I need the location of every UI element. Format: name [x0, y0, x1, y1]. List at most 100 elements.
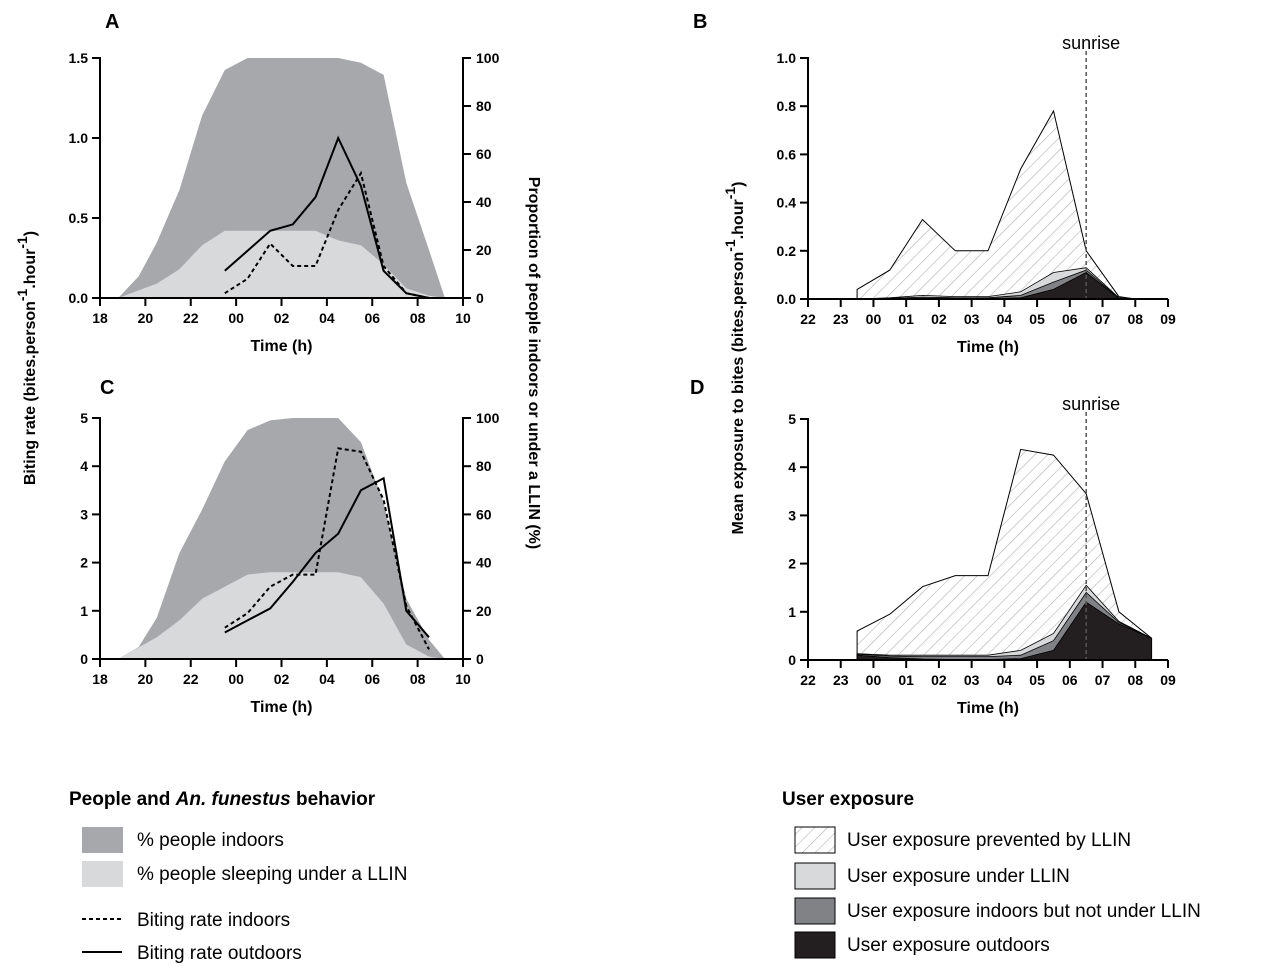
superscript: -1: [722, 187, 738, 200]
panel-label: A: [105, 11, 119, 33]
panel-c: 0 1 2 3 4 5 0 20 40 60 80 100 18 20 22 00 02 04 06 08 10 Time…: [80, 377, 499, 716]
title-part: ): [730, 182, 747, 187]
exposure-outdoors-area: [856, 601, 1152, 661]
legend-right-title: User exposure: [782, 789, 914, 810]
y-tick-label-right: 80: [476, 458, 492, 474]
y-axis-title: Mean exposure to bites (bites.person-1.h…: [722, 182, 747, 535]
x-tick-label: 01: [898, 311, 914, 327]
y-tick-label: 1.0: [777, 50, 797, 66]
x-tick-label: 05: [1029, 672, 1045, 688]
y-tick-label-left: 0: [80, 651, 88, 667]
superscript: -1: [14, 288, 30, 301]
y-tick-label-right: 0: [476, 651, 484, 667]
x-tick-label: 23: [833, 311, 849, 327]
x-axis-title: Time (h): [957, 700, 1019, 717]
y-tick-label-left: 0.0: [69, 290, 89, 306]
legend-swatch: [794, 826, 836, 854]
x-tick-label: 08: [1127, 672, 1143, 688]
biting-rate-outdoors-line: [224, 135, 430, 299]
y-tick-label-left: 1: [80, 603, 88, 619]
panel-label: D: [690, 377, 704, 399]
x-tick-label: 08: [1127, 311, 1143, 327]
y-tick-label: 0.8: [777, 98, 797, 114]
x-axis-title: Time (h): [251, 699, 313, 716]
y-tick-label: 3: [788, 507, 796, 523]
x-tick-label: 02: [931, 311, 947, 327]
x-tick-label: 02: [931, 672, 947, 688]
x-tick-label: 00: [228, 671, 244, 687]
x-tick-label: 20: [138, 671, 154, 687]
x-tick-label: 03: [964, 311, 980, 327]
x-tick-label: 06: [1062, 672, 1078, 688]
y-axis-title-left: Biting rate (bites.person-1.hour-1): [14, 231, 39, 485]
x-tick-label: 08: [410, 671, 426, 687]
legends: People and An. funestus behavior % people…: [69, 789, 1201, 964]
title-part: .hour: [730, 199, 747, 239]
x-tick-label: 06: [364, 671, 380, 687]
x-tick-label: 22: [800, 311, 816, 327]
x-tick-label: 02: [274, 310, 290, 326]
y-tick-label-left: 4: [80, 458, 88, 474]
x-tick-label: 18: [92, 671, 108, 687]
sunrise-label: sunrise: [1062, 33, 1120, 53]
x-tick-label: 06: [1062, 311, 1078, 327]
x-tick-label: 22: [183, 671, 199, 687]
legend-label: % people sleeping under a LLIN: [137, 864, 407, 885]
x-tick-label: 00: [228, 310, 244, 326]
y-tick-label-right: 20: [476, 242, 492, 258]
x-tick-label: 01: [898, 672, 914, 688]
y-tick-label-left: 1.5: [69, 50, 89, 66]
legend-left-title: People and An. funestus behavior: [69, 789, 376, 810]
y-tick-label-right: 20: [476, 603, 492, 619]
x-tick-label: 00: [866, 311, 882, 327]
y-tick-label-right: 60: [476, 146, 492, 162]
y-tick-label: 1: [788, 604, 796, 620]
x-tick-label: 08: [410, 310, 426, 326]
legend-label: User exposure prevented by LLIN: [847, 830, 1131, 851]
x-tick-label: 07: [1095, 672, 1111, 688]
x-axis-title: Time (h): [251, 338, 313, 355]
y-tick-label-right: 40: [476, 194, 492, 210]
y-tick-label-left: 1.0: [69, 130, 89, 146]
legend-label: Biting rate outdoors: [137, 943, 302, 964]
title-part: .hour: [22, 249, 39, 289]
people-under-llin-area: [118, 230, 445, 298]
legend-title-part: An. funestus: [175, 789, 291, 810]
people-indoors-area: [118, 58, 445, 298]
x-tick-label: 20: [138, 310, 154, 326]
y-tick-label: 0: [788, 652, 796, 668]
x-tick-label: 10: [455, 310, 471, 326]
x-tick-label: 18: [92, 310, 108, 326]
people-under-llin-area: [118, 572, 445, 659]
y-tick-label: 0.2: [777, 243, 797, 259]
x-tick-label: 04: [319, 671, 335, 687]
legend-swatch: [794, 931, 836, 959]
legend-title-part: behavior: [291, 789, 376, 810]
x-tick-label: 02: [274, 671, 290, 687]
legend-label: % people indoors: [137, 830, 284, 851]
y-tick-label-right: 80: [476, 98, 492, 114]
superscript: -1: [14, 236, 30, 249]
superscript: -1: [722, 239, 738, 252]
x-tick-label: 09: [1160, 311, 1176, 327]
y-tick-label-left: 3: [80, 506, 88, 522]
y-tick-label: 0.0: [777, 291, 797, 307]
legend-title-part: People and: [69, 789, 176, 810]
x-tick-label: 04: [997, 672, 1013, 688]
title-part: Mean exposure to bites (bites.person: [730, 252, 747, 535]
legend-label: User exposure indoors but not under LLIN: [847, 901, 1201, 922]
x-tick-label: 22: [800, 672, 816, 688]
panel-a: 0.0 0.5 1.0 1.5 0 20 40 60 80 100 18 20 22 00 02 04 06 08…: [14, 11, 542, 549]
y-tick-label-right: 60: [476, 506, 492, 522]
x-axis-title: Time (h): [957, 339, 1019, 356]
exposure-prevented-area: [856, 109, 1136, 300]
y-tick-label-right: 100: [476, 50, 500, 66]
y-tick-label-left: 2: [80, 555, 88, 571]
y-tick-label: 2: [788, 556, 796, 572]
x-tick-label: 00: [866, 672, 882, 688]
legend-label: Biting rate indoors: [137, 910, 290, 931]
y-tick-label: 0.4: [777, 195, 797, 211]
y-tick-label-left: 5: [80, 410, 88, 426]
